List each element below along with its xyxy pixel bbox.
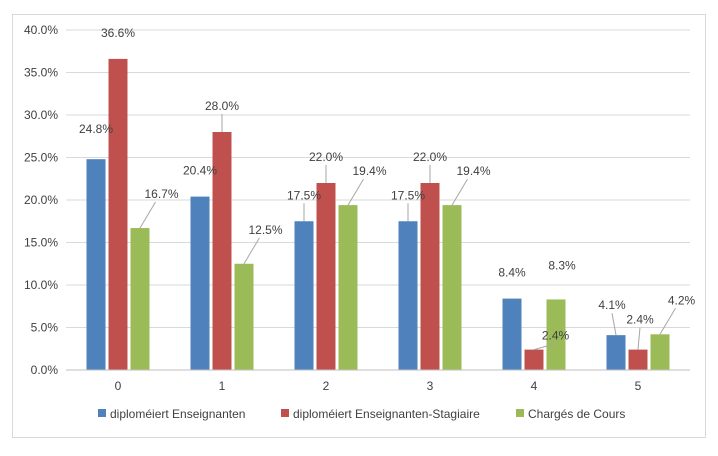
bar <box>502 298 522 370</box>
bar <box>108 58 128 371</box>
data-label: 22.0% <box>413 150 447 164</box>
y-tick-label: 25.0% <box>24 151 58 165</box>
leader-line <box>533 343 556 351</box>
x-tick-label: 0 <box>115 379 122 393</box>
data-label: 36.6% <box>101 26 135 40</box>
y-tick-label: 35.0% <box>24 66 58 80</box>
y-tick-label: 0.0% <box>31 363 59 377</box>
data-label: 24.8% <box>79 122 113 136</box>
bar <box>442 205 462 370</box>
bar <box>190 196 210 370</box>
bar <box>212 132 232 370</box>
bar <box>398 221 418 370</box>
legend-label: Chargés de Cours <box>528 407 625 421</box>
bar <box>338 205 358 370</box>
data-label: 28.0% <box>205 99 239 113</box>
bar <box>606 335 626 370</box>
x-tick-label: 1 <box>219 379 226 393</box>
bar <box>86 159 106 370</box>
bar <box>628 349 648 370</box>
data-label: 8.3% <box>548 258 576 272</box>
y-tick-label: 40.0% <box>24 23 58 37</box>
y-axis-tick-labels: 0.0% 5.0% 10.0% 15.0% 20.0% 25.0% 30.0% 35.0% 40… <box>24 23 58 377</box>
data-label: 12.5% <box>248 223 282 237</box>
data-label: 16.7% <box>144 187 178 201</box>
x-tick-label: 4 <box>531 379 538 393</box>
bar <box>524 349 544 370</box>
bars <box>86 58 670 371</box>
legend-label: diploméiert Enseignanten-Stagiaire <box>293 407 480 421</box>
data-label: 2.4% <box>542 329 570 343</box>
gridlines <box>66 29 690 328</box>
bar <box>316 183 336 370</box>
data-label: 4.2% <box>668 293 696 307</box>
leader-line <box>347 178 364 206</box>
data-label: 8.4% <box>498 266 526 280</box>
y-tick-label: 20.0% <box>24 193 58 207</box>
leader-line <box>659 308 676 335</box>
bar <box>546 299 566 370</box>
leader-line <box>243 237 260 265</box>
leader-line <box>637 327 641 350</box>
legend-swatch <box>516 409 524 417</box>
bar <box>650 334 670 370</box>
x-tick-label: 3 <box>427 379 434 393</box>
bar <box>234 263 254 370</box>
data-label: 20.4% <box>183 164 217 178</box>
legend: diploméiert Enseignanten diploméiert Ense… <box>98 407 625 421</box>
data-label: 2.4% <box>626 313 654 327</box>
bar <box>294 221 314 370</box>
chart-frame <box>12 14 706 438</box>
data-labels: 24.8% 36.6% 16.7% 20.4% 28.0% 12.5% 17.5% 22.0%… <box>79 26 696 343</box>
data-label: 17.5% <box>391 188 425 202</box>
y-tick-label: 5.0% <box>31 321 59 335</box>
leader-line <box>139 201 156 229</box>
legend-swatch <box>281 409 289 417</box>
legend-swatch <box>98 409 106 417</box>
y-tick-label: 15.0% <box>24 236 58 250</box>
bar <box>420 183 440 370</box>
leader-line <box>451 178 468 206</box>
data-label: 4.1% <box>598 298 626 312</box>
data-label: 17.5% <box>287 188 321 202</box>
data-label: 19.4% <box>352 164 386 178</box>
x-axis-tick-labels: 0 1 2 3 4 5 <box>115 379 642 393</box>
data-label: 19.4% <box>456 164 490 178</box>
legend-label: diploméiert Enseignanten <box>110 407 245 421</box>
bar <box>130 228 150 370</box>
leader-line <box>611 313 617 336</box>
y-tick-label: 30.0% <box>24 108 58 122</box>
x-tick-label: 5 <box>635 379 642 393</box>
data-label-leader-lines <box>139 114 676 351</box>
x-tick-label: 2 <box>323 379 330 393</box>
y-tick-label: 10.0% <box>24 278 58 292</box>
data-label: 22.0% <box>309 150 343 164</box>
